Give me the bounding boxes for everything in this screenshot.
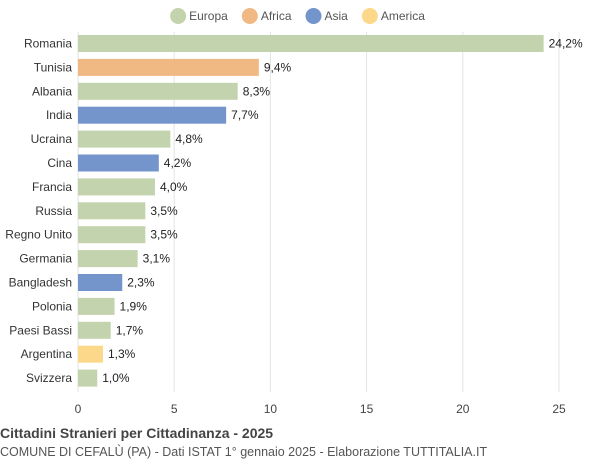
category-label-tunisia: Tunisia [34, 60, 73, 74]
x-tick-label-20: 20 [456, 402, 470, 416]
category-label-paesi-bassi: Paesi Bassi [9, 323, 72, 337]
value-label-ucraina: 4,8% [175, 132, 203, 146]
legend-swatch-america [361, 8, 378, 24]
x-tick-label-25: 25 [552, 402, 566, 416]
value-label-tunisia: 9,4% [264, 60, 292, 74]
category-label-germania: Germania [19, 252, 72, 266]
legend-label-asia: Asia [325, 9, 349, 23]
x-tick-label-5: 5 [171, 402, 178, 416]
legend-item-asia: Asia [305, 8, 349, 24]
value-label-russia: 3,5% [150, 204, 178, 218]
bar-tunisia [78, 58, 259, 76]
legend-item-europa: Europa [170, 8, 228, 24]
category-label-cina: Cina [47, 156, 72, 170]
value-label-argentina: 1,3% [108, 347, 136, 361]
category-label-albania: Albania [32, 84, 72, 98]
bar-chart: Europa Africa Asia America Romania Tunisia Al… [5, 8, 583, 416]
legend-item-america: America [361, 8, 425, 24]
bar-paesi-bassi [78, 321, 111, 339]
bar-russia [78, 202, 146, 220]
legend-swatch-europa [170, 8, 187, 24]
category-label-india: India [46, 108, 72, 122]
bar-svizzera [78, 369, 98, 387]
category-label-ucraina: Ucraina [31, 132, 73, 146]
bar-regno-unito [78, 226, 146, 244]
bar-francia [78, 178, 155, 196]
bar-albania [78, 82, 238, 100]
chart-title: Cittadini Stranieri per Cittadinanza - 2… [0, 425, 274, 441]
legend: Europa Africa Asia America [170, 8, 425, 24]
category-labels: Romania Tunisia Albania India Ucraina Cina Fra… [5, 37, 72, 386]
bar-ucraina [78, 130, 171, 148]
value-label-romania: 24,2% [549, 37, 583, 51]
category-label-regno-unito: Regno Unito [5, 228, 72, 242]
value-labels: 24,2% 9,4% 8,3% 7,7% 4,8% 4,2% 4,0% 3,5% 3,5% 3,1… [102, 37, 583, 386]
category-label-bangladesh: Bangladesh [9, 276, 72, 290]
value-label-svizzera: 1,0% [102, 371, 130, 385]
legend-item-africa: Africa [241, 8, 292, 24]
x-tick-label-15: 15 [360, 402, 374, 416]
legend-swatch-africa [241, 8, 258, 24]
bar-romania [78, 35, 544, 52]
category-label-romania: Romania [24, 37, 72, 51]
category-label-francia: Francia [32, 180, 72, 194]
bar-bangladesh [78, 274, 123, 291]
value-label-paesi-bassi: 1,7% [116, 323, 144, 337]
bar-cina [78, 154, 159, 172]
value-label-cina: 4,2% [164, 156, 192, 170]
value-label-regno-unito: 3,5% [150, 228, 178, 242]
x-axis-ticks: 0 5 10 15 20 25 [75, 402, 566, 416]
bar-india [78, 106, 227, 124]
bars [78, 35, 544, 387]
value-label-india: 7,7% [231, 108, 259, 122]
value-label-albania: 8,3% [243, 84, 271, 98]
category-label-argentina: Argentina [21, 347, 73, 361]
bar-polonia [78, 297, 115, 315]
x-tick-label-10: 10 [264, 402, 278, 416]
value-label-bangladesh: 2,3% [127, 276, 155, 290]
bar-argentina [78, 345, 104, 363]
legend-label-africa: Africa [261, 9, 292, 23]
category-label-polonia: Polonia [32, 299, 72, 313]
legend-label-america: America [381, 9, 425, 23]
value-label-polonia: 1,9% [120, 299, 148, 313]
legend-label-europa: Europa [189, 9, 228, 23]
value-label-germania: 3,1% [143, 252, 171, 266]
legend-swatch-asia [305, 8, 322, 24]
x-tick-label-0: 0 [75, 402, 82, 416]
value-label-francia: 4,0% [160, 180, 188, 194]
chart-subtitle: COMUNE DI CEFALÙ (PA) - Dati ISTAT 1° ge… [0, 445, 488, 459]
bar-germania [78, 250, 138, 268]
category-label-russia: Russia [35, 204, 72, 218]
category-label-svizzera: Svizzera [26, 371, 72, 385]
